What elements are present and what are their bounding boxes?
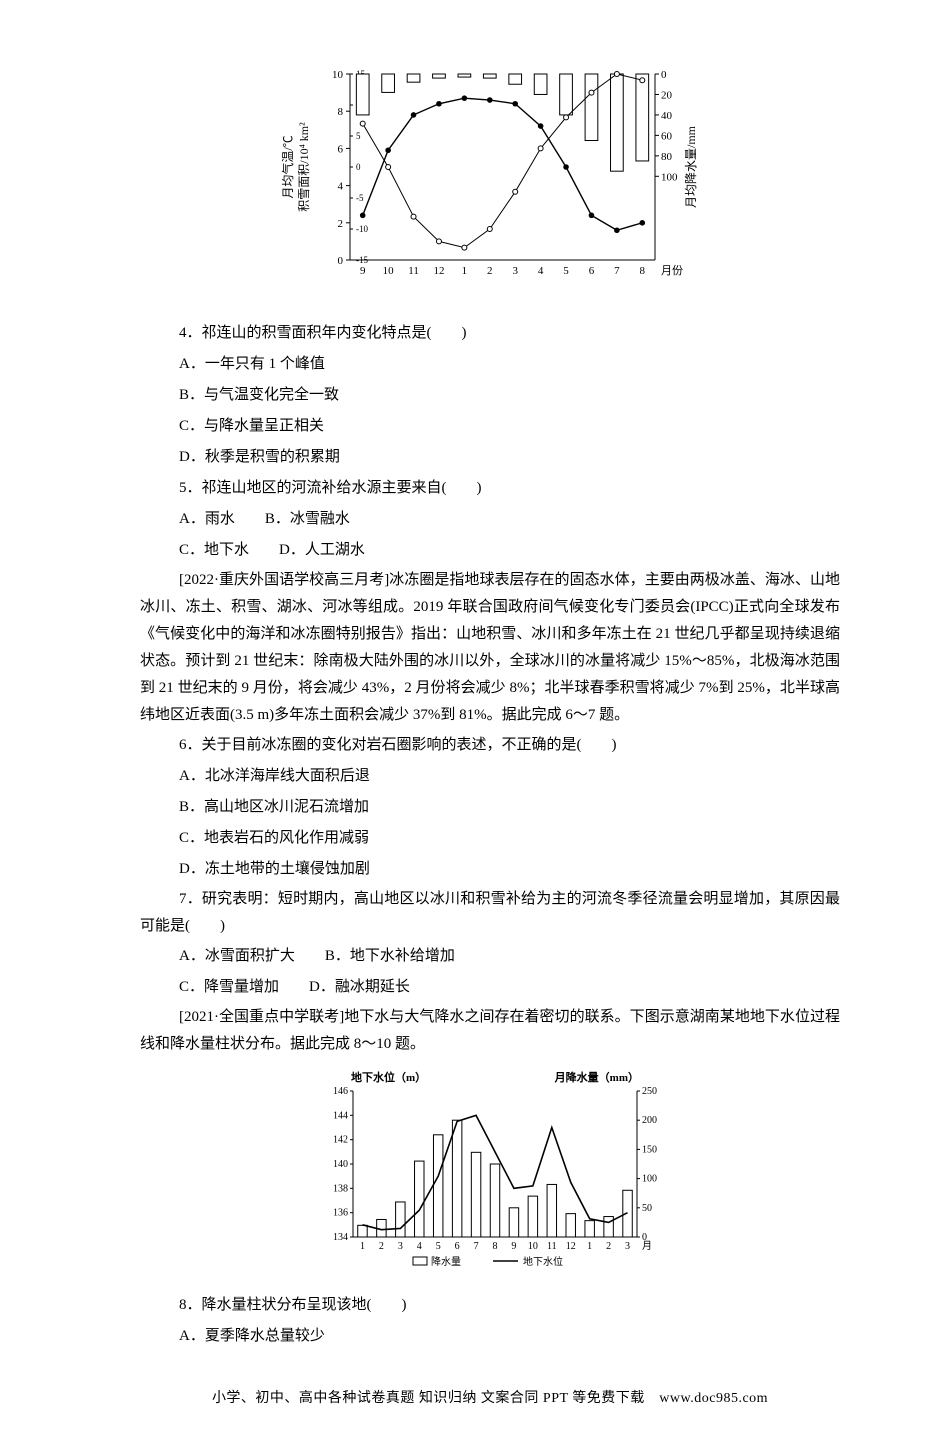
svg-text:积雪面积/10⁴ km²: 积雪面积/10⁴ km²	[297, 122, 311, 212]
q4-optC: C．与降水量呈正相关	[140, 411, 840, 442]
svg-text:140: 140	[333, 1159, 348, 1170]
svg-text:100: 100	[642, 1174, 657, 1185]
svg-text:4: 4	[538, 265, 544, 277]
svg-text:-10: -10	[356, 224, 368, 234]
passage-6-7: [2022·重庆外国语学校高三月考]冰冻圈是指地球表层存在的固态水体，主要由两极…	[140, 566, 840, 730]
svg-text:地下水位（m）: 地下水位（m）	[351, 1070, 426, 1084]
q7-optD: D．融冰期延长	[309, 979, 410, 995]
groundwater-precip-chart: 1341361381401421441460501001502002501234…	[140, 1065, 840, 1280]
svg-text:0: 0	[338, 255, 344, 267]
svg-text:7: 7	[474, 1241, 479, 1252]
svg-text:134: 134	[333, 1232, 348, 1243]
svg-text:136: 136	[333, 1208, 348, 1219]
q5-stem: 5．祁连山地区的河流补给水源主要来自( )	[140, 473, 840, 504]
svg-text:11: 11	[547, 1241, 557, 1252]
svg-text:2: 2	[338, 218, 344, 230]
svg-text:3: 3	[398, 1241, 403, 1252]
svg-text:138: 138	[333, 1183, 348, 1194]
svg-text:3: 3	[512, 265, 518, 277]
svg-text:1: 1	[462, 265, 468, 277]
q4-optD: D．秋季是积雪的积累期	[140, 442, 840, 473]
svg-text:250: 250	[642, 1086, 657, 1097]
svg-text:8: 8	[493, 1241, 498, 1252]
q5-optB: B．冰雪融水	[265, 511, 350, 527]
q6-optB: B．高山地区冰川泥石流增加	[140, 792, 840, 823]
q6-optA: A．北冰洋海岸线大面积后退	[140, 761, 840, 792]
svg-text:10: 10	[383, 265, 395, 277]
svg-text:100: 100	[661, 171, 678, 183]
svg-text:50: 50	[642, 1203, 652, 1214]
svg-text:6: 6	[589, 265, 595, 277]
svg-text:月均降水量/mm: 月均降水量/mm	[684, 125, 698, 208]
q4-optA: A．一年只有 1 个峰值	[140, 349, 840, 380]
q4-optB: B．与气温变化完全一致	[140, 380, 840, 411]
svg-text:1: 1	[587, 1241, 592, 1252]
svg-text:-5: -5	[356, 193, 364, 203]
svg-text:144: 144	[333, 1110, 348, 1121]
svg-text:月均气温/℃: 月均气温/℃	[280, 135, 295, 198]
svg-text:9: 9	[360, 265, 366, 277]
svg-text:12: 12	[433, 265, 444, 277]
q6-stem: 6．关于目前冰冻圈的变化对岩石圈影响的表述，不正确的是( )	[140, 730, 840, 761]
q6-optD: D．冻土地带的土壤侵蚀加剧	[140, 854, 840, 885]
q7-optC: C．降雪量增加	[179, 979, 279, 995]
svg-text:60: 60	[661, 130, 673, 142]
q8-optA: A．夏季降水总量较少	[140, 1321, 840, 1352]
snow-temp-precip-chart: 0246810-15-10-50510150204060801009101112…	[140, 60, 840, 300]
svg-text:月份: 月份	[661, 264, 683, 277]
svg-text:5: 5	[356, 131, 361, 141]
q5-optAB: A．雨水 B．冰雪融水	[140, 504, 840, 535]
svg-text:80: 80	[661, 151, 673, 163]
svg-text:2: 2	[487, 265, 493, 277]
svg-text:2: 2	[606, 1241, 611, 1252]
q5-optC: C．地下水	[179, 542, 249, 558]
svg-text:8: 8	[640, 265, 646, 277]
svg-text:4: 4	[338, 181, 344, 193]
svg-text:3: 3	[625, 1241, 630, 1252]
svg-text:9: 9	[511, 1241, 516, 1252]
q7-optAB: A．冰雪面积扩大 B．地下水补给增加	[140, 941, 840, 972]
svg-text:8: 8	[338, 106, 344, 118]
svg-text:6: 6	[338, 143, 344, 155]
svg-text:降水量: 降水量	[431, 1255, 461, 1268]
svg-text:4: 4	[417, 1241, 422, 1252]
svg-text:11: 11	[408, 265, 419, 277]
svg-text:142: 142	[333, 1135, 348, 1146]
svg-text:150: 150	[642, 1144, 657, 1155]
q7-optCD: C．降雪量增加 D．融冰期延长	[140, 972, 840, 1003]
q7-optB: B．地下水补给增加	[325, 948, 455, 964]
svg-text:0: 0	[661, 69, 667, 81]
svg-text:-15: -15	[356, 255, 368, 265]
chart1-svg: 0246810-15-10-50510150204060801009101112…	[275, 60, 705, 300]
svg-text:6: 6	[455, 1241, 460, 1252]
svg-text:200: 200	[642, 1115, 657, 1126]
q6-optC: C．地表岩石的风化作用减弱	[140, 823, 840, 854]
q8-stem: 8．降水量柱状分布呈现该地( )	[140, 1290, 840, 1321]
page-footer: 小学、初中、高中各种试卷真题 知识归纳 文案合同 PPT 等免费下载 www.d…	[140, 1386, 840, 1411]
svg-text:10: 10	[332, 69, 344, 81]
svg-text:12: 12	[566, 1241, 576, 1252]
svg-text:20: 20	[661, 89, 673, 101]
svg-text:146: 146	[333, 1086, 348, 1097]
svg-text:5: 5	[436, 1241, 441, 1252]
q5-optD: D．人工湖水	[279, 542, 365, 558]
svg-text:2: 2	[379, 1241, 384, 1252]
svg-text:1: 1	[360, 1241, 365, 1252]
chart2-svg: 1341361381401421441460501001502002501234…	[305, 1065, 675, 1280]
q7-optA: A．冰雪面积扩大	[179, 948, 295, 964]
svg-text:0: 0	[356, 162, 361, 172]
svg-text:7: 7	[614, 265, 620, 277]
q7-stem: 7．研究表明：短时期内，高山地区以冰川和积雪补给为主的河流冬季径流量会明显增加，…	[140, 885, 840, 941]
svg-text:月降水量（mm）: 月降水量（mm）	[554, 1070, 639, 1084]
svg-text:40: 40	[661, 110, 673, 122]
q5-optA: A．雨水	[179, 511, 235, 527]
passage-8-10: [2021·全国重点中学联考]地下水与大气降水之间存在着密切的联系。下图示意湖南…	[140, 1003, 840, 1059]
svg-text:地下水位: 地下水位	[523, 1255, 563, 1268]
svg-text:10: 10	[528, 1241, 538, 1252]
q5-optCD: C．地下水 D．人工湖水	[140, 535, 840, 566]
svg-text:月: 月	[642, 1240, 652, 1252]
q4-stem: 4．祁连山的积雪面积年内变化特点是( )	[140, 318, 840, 349]
svg-text:5: 5	[563, 265, 569, 277]
